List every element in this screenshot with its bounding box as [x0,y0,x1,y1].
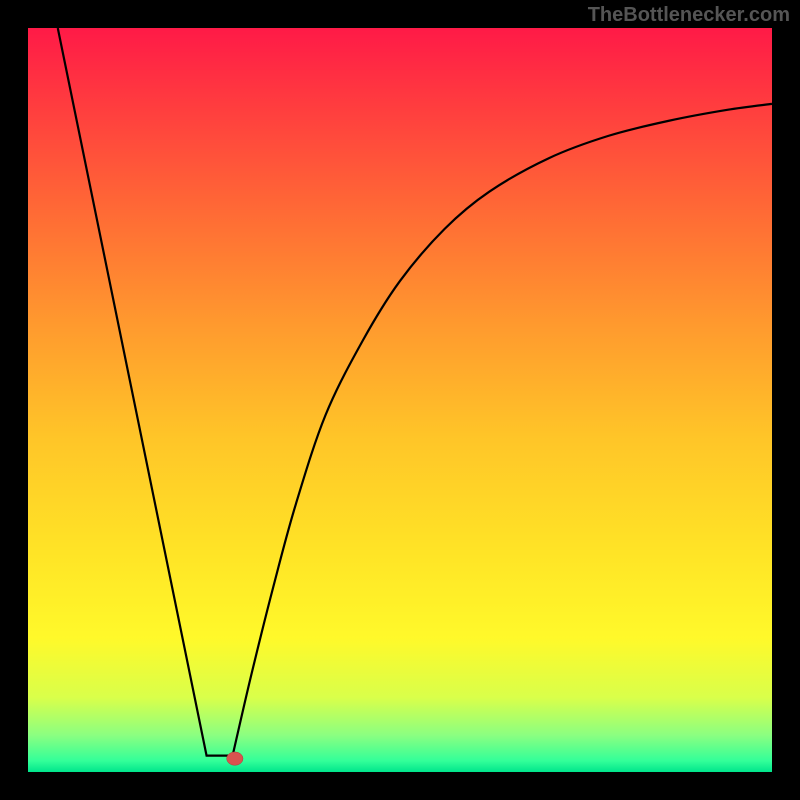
chart-container: TheBottlenecker.com [0,0,800,800]
bottleneck-chart [0,0,800,800]
plot-background [28,28,772,772]
optimum-marker [227,752,243,765]
watermark-text: TheBottlenecker.com [588,4,790,27]
